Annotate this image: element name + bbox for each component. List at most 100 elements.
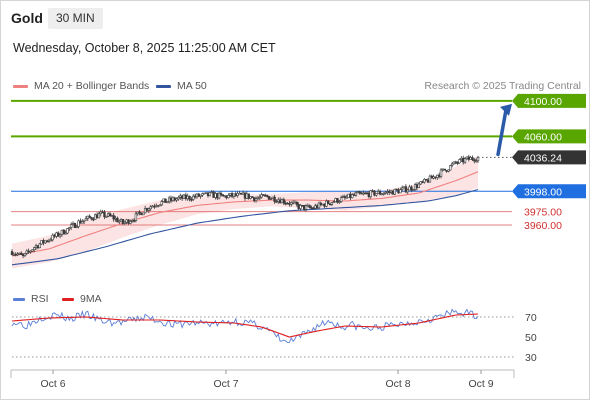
candle-body (169, 197, 173, 201)
candle-body (417, 183, 421, 188)
candle-body (38, 243, 41, 249)
candle-body (75, 226, 78, 228)
legend-ma50-label: MA 50 (177, 80, 207, 92)
candle-body (14, 253, 17, 256)
candle-body (86, 215, 90, 219)
candle-body (45, 240, 49, 243)
candle-body (97, 213, 101, 219)
candle-body (192, 195, 195, 200)
candle-body (351, 194, 354, 199)
candle-body (412, 189, 415, 191)
candle-body (116, 217, 119, 223)
candle-body (384, 192, 387, 194)
candle-body (166, 201, 169, 203)
candle-body (321, 203, 324, 206)
candle-body (308, 205, 311, 208)
candle-body (62, 229, 65, 235)
candle-body (354, 192, 358, 196)
candle-body (338, 201, 341, 203)
candle-body (232, 193, 236, 197)
candle-body (462, 157, 465, 163)
projection-arrowhead (500, 103, 512, 116)
candle-body (155, 205, 158, 208)
candle-body (473, 159, 476, 162)
candle-body (304, 205, 308, 210)
candle-body (458, 159, 461, 164)
candle-body (301, 204, 304, 207)
candle-body (278, 199, 282, 204)
candle-body (315, 205, 319, 209)
rsi-9ma-line (11, 313, 479, 338)
candle-body (378, 191, 382, 195)
candle-body (71, 223, 75, 225)
candle-body (106, 213, 110, 217)
candle-body (293, 201, 297, 204)
legend-9ma-swatch (62, 297, 74, 301)
candle-body (114, 217, 117, 220)
candle-body (314, 205, 317, 209)
candle-body (147, 208, 151, 211)
ma20-line (11, 171, 479, 257)
candle-body (356, 191, 360, 194)
timeframe-badge[interactable]: 30 MIN (48, 8, 103, 29)
candle-body (199, 194, 202, 197)
candle-body (203, 192, 206, 195)
candle-body (430, 175, 433, 179)
candle-body (328, 203, 332, 206)
candle-body (397, 189, 400, 194)
candle-body (241, 192, 245, 195)
legend-9ma-label: 9MA (80, 293, 102, 305)
candle-body (254, 198, 258, 202)
instrument-title: Gold (11, 10, 43, 26)
candle-body (413, 184, 417, 190)
candle-body (47, 239, 51, 242)
candle-body (391, 190, 395, 195)
candle-body (225, 195, 228, 199)
candle-body (195, 193, 199, 198)
candle-body (40, 240, 43, 245)
candle-body (404, 186, 408, 193)
candle-body (32, 247, 36, 251)
candle-body (436, 174, 439, 178)
candle-body (18, 252, 21, 255)
candle-body (327, 200, 330, 205)
candle-body (469, 157, 472, 160)
level-tag-3998.00 (512, 184, 586, 199)
candle-body (127, 219, 130, 224)
candle-body (369, 190, 372, 198)
candle-body (180, 195, 184, 199)
candle-body (463, 158, 467, 163)
candle-body (323, 203, 326, 207)
candle-body (339, 197, 343, 202)
candle-body (319, 202, 323, 205)
legend-9ma: 9MA (62, 293, 102, 305)
projection-arrow (496, 108, 508, 157)
candle-body (175, 198, 178, 201)
candle-body (129, 221, 132, 224)
candle-body (428, 175, 432, 183)
candle-body (365, 192, 369, 195)
candle-body (212, 191, 215, 198)
candle-body (425, 178, 428, 181)
candle-body (373, 190, 376, 196)
candle-body (101, 211, 104, 214)
candle-body (142, 212, 145, 216)
candle-body (188, 195, 191, 200)
candle-body (214, 193, 217, 198)
candle-body (112, 215, 115, 220)
candle-body (156, 205, 160, 207)
candle-body (399, 189, 402, 194)
candle-body (297, 204, 300, 209)
candle-body (138, 211, 141, 214)
candle-body (362, 192, 365, 195)
candle-body (449, 165, 452, 171)
candle-body (352, 194, 356, 196)
candle-body (406, 189, 409, 193)
candle-body (210, 191, 213, 194)
candle-body (450, 163, 454, 166)
candle-body (151, 205, 154, 208)
candle-body (264, 195, 267, 197)
candle-body (439, 169, 443, 177)
candle-body (238, 192, 241, 195)
candle-body (341, 196, 345, 198)
